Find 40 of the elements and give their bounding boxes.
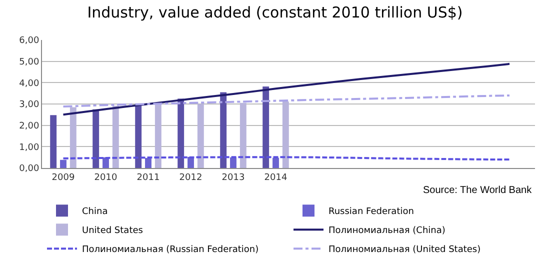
bar	[70, 107, 76, 168]
legend-label: Полиномиальная (Russian Federation)	[82, 245, 259, 256]
y-tick-label: 2,00	[19, 121, 40, 132]
line-series	[62, 94, 510, 108]
line-series	[62, 62, 510, 116]
y-tick-label: 5,00	[19, 57, 40, 68]
bar	[154, 104, 162, 168]
y-tick-label: 6,00	[19, 36, 40, 46]
x-tick-label: 2013	[222, 172, 245, 183]
source-note: Source: The World Bank	[423, 185, 533, 196]
bar	[230, 157, 236, 168]
x-tick-label: 2009	[52, 172, 75, 183]
bar	[145, 158, 152, 168]
bar	[220, 92, 227, 168]
bar	[197, 104, 204, 168]
legend-label: Полиномиальная (United States)	[328, 245, 481, 256]
bar	[240, 102, 246, 168]
y-tick-label: 3,00	[19, 100, 40, 110]
bar	[135, 104, 142, 168]
legend-label: China	[82, 207, 108, 218]
x-tick-label: 2011	[136, 172, 160, 183]
bar	[262, 86, 270, 168]
x-tick-label: 2012	[179, 172, 202, 183]
bar	[178, 98, 184, 168]
y-tick-label: 1,00	[19, 142, 40, 153]
legend-label: United States	[82, 226, 144, 236]
bar	[92, 109, 100, 168]
bar	[282, 101, 289, 168]
x-tick-label: 2014	[264, 172, 288, 183]
bar	[50, 115, 57, 168]
y-tick-label: 0,00	[19, 164, 40, 174]
y-tick-label: 4,00	[19, 78, 40, 89]
bar	[112, 106, 119, 168]
bar	[272, 158, 279, 168]
bar	[188, 156, 194, 168]
chart-title: Industry, value added (constant 2010 trillion US$)	[87, 3, 463, 22]
legend-label: Полиномиальная (China)	[328, 226, 446, 236]
x-tick-label: 2010	[94, 172, 118, 183]
bar	[60, 160, 66, 168]
legend-label: Russian Federation	[328, 207, 414, 218]
